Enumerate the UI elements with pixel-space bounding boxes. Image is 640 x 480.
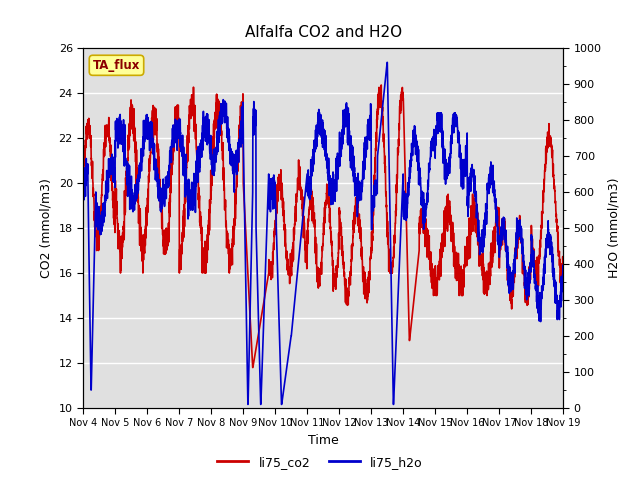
li75_co2: [249, 365, 257, 371]
li75_h2o: [383, 60, 391, 65]
X-axis label: Time: Time: [308, 434, 339, 447]
li75_co2: [134, 199, 142, 204]
li75_h2o: [163, 181, 170, 187]
li75_h2o: [79, 196, 87, 202]
Title: Alfalfa CO2 and H2O: Alfalfa CO2 and H2O: [244, 25, 402, 40]
Legend: li75_co2, li75_h2o: li75_co2, li75_h2o: [212, 451, 428, 474]
li75_co2: [163, 235, 170, 240]
li75_h2o: [550, 283, 558, 288]
Y-axis label: H2O (mmol/m3): H2O (mmol/m3): [607, 178, 620, 278]
li75_co2: [550, 177, 558, 183]
Y-axis label: CO2 (mmol/m3): CO2 (mmol/m3): [40, 178, 53, 278]
li75_h2o: [264, 209, 271, 215]
li75_co2: [499, 242, 506, 248]
li75_h2o: [244, 401, 252, 407]
li75_co2: [284, 265, 292, 271]
Line: li75_co2: li75_co2: [83, 85, 563, 368]
li75_h2o: [134, 172, 142, 178]
li75_co2: [264, 278, 271, 284]
Text: TA_flux: TA_flux: [93, 59, 140, 72]
li75_h2o: [559, 278, 567, 284]
li75_h2o: [284, 354, 292, 360]
li75_co2: [378, 82, 385, 88]
li75_co2: [559, 271, 567, 277]
li75_h2o: [499, 216, 506, 222]
li75_co2: [79, 177, 87, 182]
Line: li75_h2o: li75_h2o: [83, 62, 563, 404]
